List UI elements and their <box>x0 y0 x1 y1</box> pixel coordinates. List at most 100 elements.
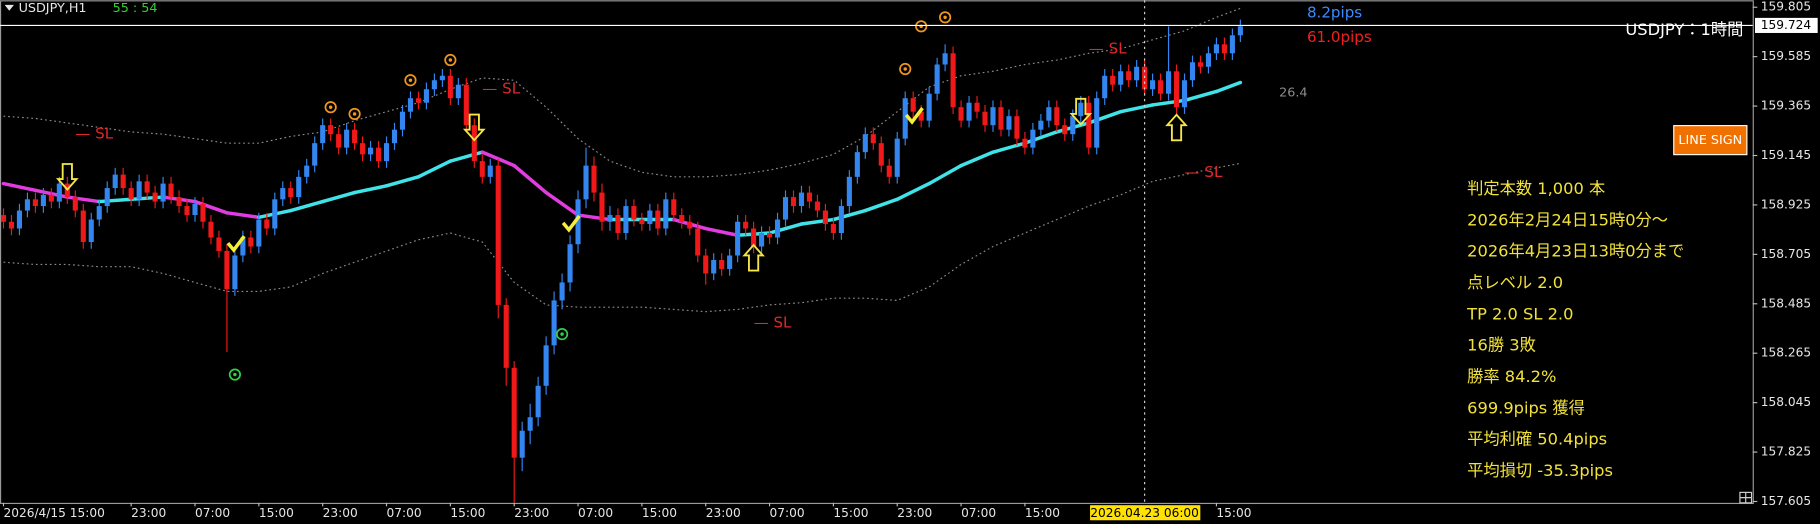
candle-body <box>320 125 326 144</box>
ma-segment <box>831 208 868 222</box>
signal-check <box>561 214 581 233</box>
candle-body <box>503 304 509 368</box>
symbol-label: USDJPY,H1 <box>19 1 87 16</box>
candle-body <box>1213 44 1219 54</box>
candle-body <box>1094 98 1100 148</box>
candle-body <box>256 219 262 247</box>
x-tick-label: 15:00 <box>259 506 294 520</box>
candle-body <box>1229 35 1235 54</box>
band-lower <box>3 162 1241 313</box>
ma-segment <box>448 150 485 163</box>
candles <box>0 19 1243 503</box>
candle-body <box>830 224 836 234</box>
candle-body <box>1062 125 1068 135</box>
ma-segment <box>512 163 548 195</box>
candle-body <box>623 206 629 234</box>
candle-body <box>798 192 805 207</box>
y-tick-label: 158.045 <box>1761 395 1811 409</box>
candle-body <box>790 197 797 207</box>
signal-dot <box>328 105 333 109</box>
candle-body <box>431 80 437 90</box>
signal-orange-circle <box>939 11 952 24</box>
corner-icon[interactable] <box>1739 491 1753 504</box>
candle-body <box>16 210 22 229</box>
candle-body <box>527 417 533 431</box>
candle-body <box>352 129 358 144</box>
candle-body <box>200 203 206 222</box>
ma-segment <box>863 197 899 213</box>
y-tick-label: 158.485 <box>1761 296 1811 310</box>
candle-body <box>767 233 773 238</box>
candle-body <box>128 188 134 200</box>
candle-body <box>806 192 813 202</box>
sl-label: — SL <box>754 313 792 331</box>
candle-body <box>1197 62 1204 67</box>
x-tick-label: 23:00 <box>706 506 741 520</box>
candle-body <box>607 215 613 222</box>
ma-segment <box>959 150 995 168</box>
ma-segment <box>1150 98 1187 107</box>
current-price-box <box>1755 17 1818 33</box>
candle-body <box>1134 66 1140 81</box>
x-tick-label: 2026/4/15 15:00 <box>3 506 104 520</box>
candle-body <box>1173 71 1180 108</box>
candle-body <box>24 199 30 211</box>
candle-body <box>423 89 429 103</box>
candle-body <box>312 143 318 166</box>
candle-body <box>72 197 78 211</box>
candle-body <box>743 221 749 229</box>
stat-line: TP 2.0 SL 2.0 <box>1466 304 1573 323</box>
candle-body <box>1014 116 1020 139</box>
candle-body <box>942 53 948 65</box>
candle-body <box>567 244 573 283</box>
candle-body <box>272 199 278 229</box>
bands <box>3 7 1241 313</box>
button-box[interactable] <box>1673 125 1748 156</box>
current-price-label: 159.724 <box>1761 18 1812 32</box>
ma-segment <box>1023 130 1059 145</box>
candle-body <box>336 134 342 148</box>
candle-body <box>822 210 828 225</box>
signal-check <box>226 235 246 253</box>
candle-body <box>136 181 142 200</box>
signal-green-circle <box>228 368 241 381</box>
corner-icon-cross[interactable] <box>1739 492 1752 503</box>
crosshair-label: 2026.04.23 06:00 <box>1090 506 1199 520</box>
ma-segment <box>1118 103 1155 114</box>
candle-body <box>782 197 789 220</box>
signal-up-arrow <box>1165 113 1188 142</box>
candle-body <box>375 147 382 162</box>
menu-triangle[interactable] <box>4 4 14 11</box>
band-upper <box>3 7 1241 178</box>
candle-body <box>1054 107 1060 126</box>
candle-body <box>8 221 15 229</box>
candle-body <box>96 206 102 220</box>
signals: — SL — SL — SL — SL — SL <box>55 11 1223 381</box>
candle-body <box>32 199 38 207</box>
signal-green-circle <box>555 328 569 341</box>
ma-segment <box>97 197 133 204</box>
crosshair-label-box <box>1090 505 1201 521</box>
ma-segment <box>352 184 389 195</box>
y-tick-label: 158.705 <box>1761 247 1811 261</box>
candle-body <box>862 134 868 153</box>
side-value: 26.4 <box>1279 86 1307 101</box>
y-tick-label: 159.145 <box>1761 148 1811 162</box>
line-sign-button[interactable]: LINE SIGN <box>1673 125 1748 156</box>
candle-body <box>471 125 477 162</box>
chart-label: USDJPY：1時間 <box>1625 20 1743 39</box>
sl-label: — SL <box>1089 39 1127 57</box>
button-label[interactable]: LINE SIGN <box>1678 133 1742 148</box>
candle-body <box>543 345 549 386</box>
candle-body <box>479 161 485 177</box>
candle-body <box>519 430 525 458</box>
candle-body <box>727 255 733 269</box>
signal-down-arrow <box>1069 97 1093 126</box>
ma-segment <box>767 222 804 235</box>
candle-body <box>886 165 892 177</box>
candle-body <box>687 221 693 229</box>
candle-body <box>974 102 980 112</box>
ma-segment <box>1182 89 1219 103</box>
candle-body <box>328 125 334 135</box>
